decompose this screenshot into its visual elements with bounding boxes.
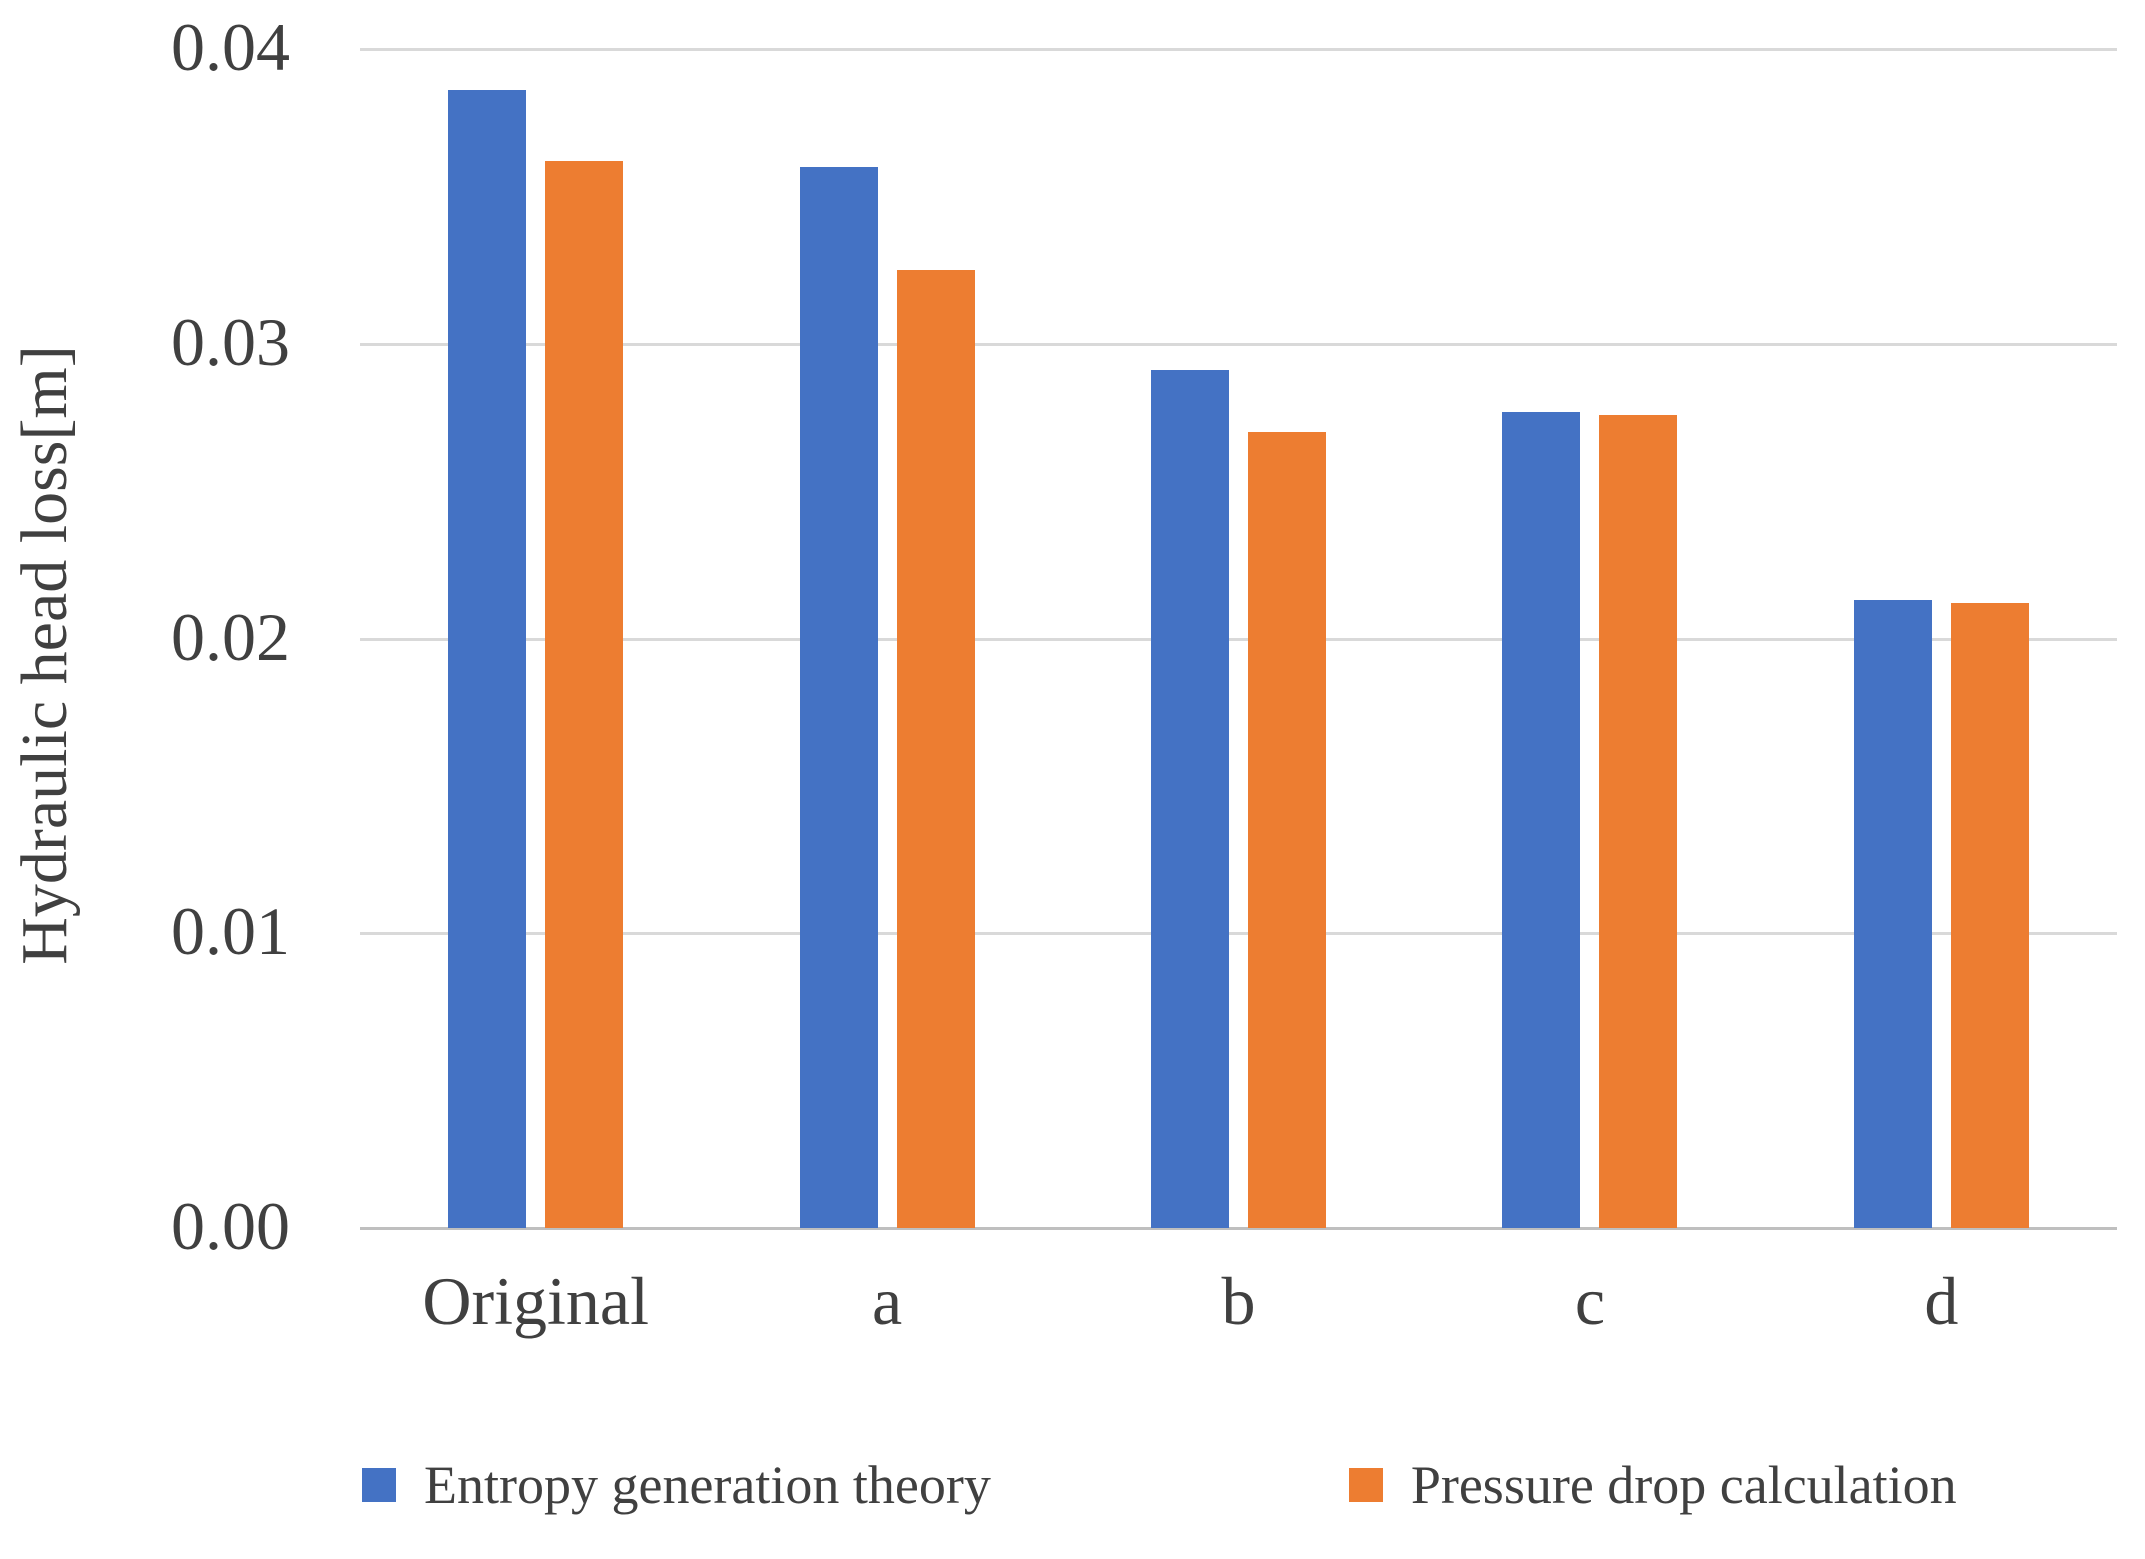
gridline-0.00 <box>360 1227 2117 1230</box>
y-tick-label-0.01: 0.01 <box>171 893 290 970</box>
bars-layer <box>360 49 2117 1228</box>
x-label-a: a <box>872 1263 903 1339</box>
legend-label: Entropy generation theory <box>424 1455 991 1515</box>
y-tick-label-0.02: 0.02 <box>171 598 290 675</box>
bar-Original-entropy-generation-theory <box>448 90 527 1228</box>
legend-label: Pressure drop calculation <box>1410 1455 1957 1515</box>
bar-c-entropy-generation-theory <box>1502 411 1581 1228</box>
gridline-0.01 <box>360 932 2117 936</box>
bar-b-pressure-drop-calculation <box>1248 432 1327 1228</box>
bar-group-Original <box>360 49 711 1228</box>
x-label-d: d <box>1924 1263 1959 1339</box>
legend-swatch-icon <box>1348 1468 1383 1502</box>
plot-area <box>360 48 2117 1230</box>
bar-d-entropy-generation-theory <box>1853 600 1932 1228</box>
bar-group-d <box>1766 49 2117 1228</box>
bar-group-a <box>711 49 1062 1228</box>
bar-d-pressure-drop-calculation <box>1950 603 2029 1228</box>
legend-swatch-icon <box>362 1468 396 1502</box>
bar-Original-pressure-drop-calculation <box>545 161 624 1228</box>
y-tick-label-0.00: 0.00 <box>171 1188 290 1264</box>
gridline-0.02 <box>360 637 2117 641</box>
x-label-b: b <box>1221 1263 1256 1339</box>
bar-a-pressure-drop-calculation <box>896 270 975 1228</box>
legend: Entropy generation theory Pressure drop c… <box>362 1458 1957 1512</box>
gridline-0.04 <box>360 48 2117 51</box>
gridline-0.03 <box>360 342 2117 346</box>
bar-b-entropy-generation-theory <box>1151 370 1230 1228</box>
bar-group-b <box>1063 49 1414 1228</box>
x-label-c: c <box>1574 1263 1606 1339</box>
bar-group-c <box>1414 49 1765 1228</box>
bar-a-entropy-generation-theory <box>799 166 878 1228</box>
bar-c-pressure-drop-calculation <box>1599 414 1678 1228</box>
x-axis-category-labels: Original a b c d <box>360 1262 2117 1341</box>
x-label-Original: Original <box>422 1263 650 1339</box>
y-tick-label-0.03: 0.03 <box>171 303 290 380</box>
legend-item-entropy-generation-theory: Entropy generation theory <box>362 1458 991 1512</box>
y-tick-label-0.04: 0.04 <box>171 9 290 85</box>
legend-item-pressure-drop-calculation: Pressure drop calculation <box>1348 1455 1957 1515</box>
